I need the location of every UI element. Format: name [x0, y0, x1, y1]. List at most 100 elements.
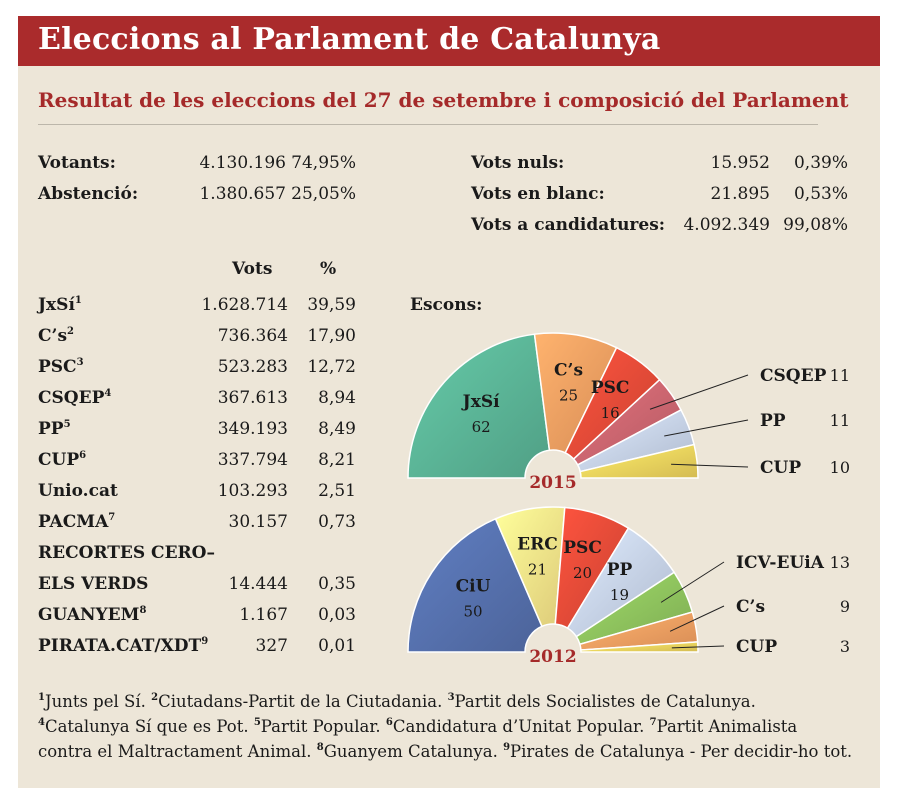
footnote-ref: 9: [201, 636, 209, 647]
leader-line: [660, 561, 725, 603]
outside-party-label: C’s: [736, 597, 765, 617]
segment-seat-count: 62: [472, 418, 491, 436]
footnote-text: Catalunya Sí que es Pot.: [44, 717, 254, 736]
seat-segment: [407, 517, 543, 653]
party-pct: 8,49: [318, 419, 356, 439]
segment-party-label: CiU: [456, 576, 491, 596]
party-votes: 337.794: [217, 450, 288, 470]
party-votes: 736.364: [217, 326, 288, 346]
footnote-text: contra el Maltractament Animal.: [38, 742, 317, 761]
footnote-number: 7: [649, 717, 657, 728]
party-votes: 1.628.714: [201, 295, 288, 315]
divider: [38, 124, 818, 125]
footnote-text: Guanyem Catalunya.: [323, 742, 504, 761]
segment-party-label: C’s: [554, 361, 583, 381]
page-title: Eleccions al Parlament de Catalunya: [38, 22, 661, 57]
party-label: GUANYEM: [38, 605, 140, 625]
vots-nuls-pct: 0,39%: [793, 153, 848, 173]
footnote-number: 8: [316, 742, 324, 753]
party-label: PSC: [38, 357, 77, 377]
party-name: PSC3: [38, 357, 84, 377]
party-label: C’s: [38, 326, 68, 346]
outside-party-label: ICV-EUiA: [736, 553, 825, 573]
party-votes: 327: [255, 636, 288, 656]
party-pct: 0,73: [318, 512, 356, 532]
vots-blanc-value: 21.895: [710, 184, 770, 204]
party-votes: 523.283: [217, 357, 288, 377]
vots-candidatures-label: Vots a candidatures:: [471, 215, 666, 235]
vots-candidatures-pct: 99,08%: [783, 215, 848, 235]
leader-line: [671, 645, 725, 649]
party-name: PP5: [38, 419, 71, 439]
footnote-ref: 3: [76, 357, 84, 368]
segment-seat-count: 20: [573, 564, 592, 582]
seat-segment: [579, 443, 699, 479]
party-pct: 0,01: [318, 636, 356, 656]
outside-party-label: PP: [760, 411, 786, 431]
footnote-number: 6: [385, 717, 393, 728]
footnote-text: Candidatura d’Unitat Popular.: [392, 717, 650, 736]
segment-party-label: PSC: [563, 538, 602, 558]
party-name: C’s2: [38, 326, 74, 346]
outside-party-label: CSQEP: [760, 366, 827, 386]
segment-seat-count: 25: [559, 387, 578, 405]
footnote-line: contra el Maltractament Animal. 8Guanyem…: [38, 742, 852, 761]
party-votes: 1.167: [239, 605, 288, 625]
party-name: JxSí1: [38, 295, 82, 315]
party-pct: 8,21: [318, 450, 356, 470]
segment-party-label: JxSí: [461, 392, 500, 412]
footnote-line: 1Junts pel Sí. 2Ciutadans-Partit de la C…: [38, 692, 756, 711]
party-label: JxSí: [38, 295, 75, 315]
party-name: PACMA7: [38, 512, 115, 532]
outside-seat-count: 13: [830, 553, 850, 572]
party-votes: 349.193: [217, 419, 288, 439]
footnote-line: 4Catalunya Sí que es Pot. 5Partit Popula…: [38, 717, 797, 736]
vots-nuls-label: Vots nuls:: [471, 153, 565, 173]
party-name: GUANYEM8: [38, 605, 146, 625]
party-pct: 17,90: [307, 326, 356, 346]
footnote-ref: 1: [74, 295, 82, 306]
party-label: PP: [38, 419, 64, 439]
footnote-text: Partit Animalista: [656, 717, 798, 736]
col-header-votes: Vots: [232, 259, 273, 279]
party-votes: 103.293: [217, 481, 288, 501]
chart-year-label: 2015: [529, 473, 576, 493]
leader-line: [649, 374, 749, 410]
party-pct: 39,59: [307, 295, 356, 315]
vots-nuls-value: 15.952: [710, 153, 770, 173]
party-name: CSQEP4: [38, 388, 111, 408]
outside-seat-count: 3: [840, 637, 850, 656]
vots-blanc-label: Vots en blanc:: [471, 184, 605, 204]
party-label: PIRATA.CAT/XDT: [38, 636, 202, 656]
segment-seat-count: 16: [601, 404, 620, 422]
segment-seat-count: 50: [463, 602, 482, 620]
outside-seat-count: 9: [840, 597, 850, 616]
seat-segment: [580, 641, 699, 653]
footnote-text: Partit dels Socialistes de Catalunya.: [454, 692, 756, 711]
party-pct: 0,03: [318, 605, 356, 625]
party-label: Unio.cat: [38, 481, 118, 501]
votants-label: Votants:: [38, 153, 116, 173]
party-name: RECORTES CERO–: [38, 543, 215, 563]
party-pct: 2,51: [318, 481, 356, 501]
footnote-number: 9: [503, 742, 511, 753]
outside-seat-count: 11: [830, 366, 850, 385]
segment-party-label: PP: [607, 560, 633, 580]
party-name: PIRATA.CAT/XDT9: [38, 636, 208, 656]
segment-seat-count: 19: [610, 586, 629, 604]
footnote-ref: 2: [67, 326, 74, 337]
leader-line: [664, 419, 749, 437]
footnote-number: 5: [253, 717, 261, 728]
party-name: Unio.cat: [38, 481, 118, 501]
party-votes: 30.157: [228, 512, 288, 532]
outside-party-label: CUP: [736, 637, 777, 657]
footnote-number: 2: [151, 692, 159, 703]
title-bar: Eleccions al Parlament de Catalunya: [18, 16, 880, 66]
footnote-text: Partit Popular.: [260, 717, 386, 736]
party-pct: 8,94: [318, 388, 356, 408]
footnote-number: 4: [38, 717, 45, 728]
footnote-text: Junts pel Sí.: [44, 692, 152, 711]
abstencio-pct: 25,05%: [291, 184, 356, 204]
party-label: ELS VERDS: [38, 574, 149, 594]
